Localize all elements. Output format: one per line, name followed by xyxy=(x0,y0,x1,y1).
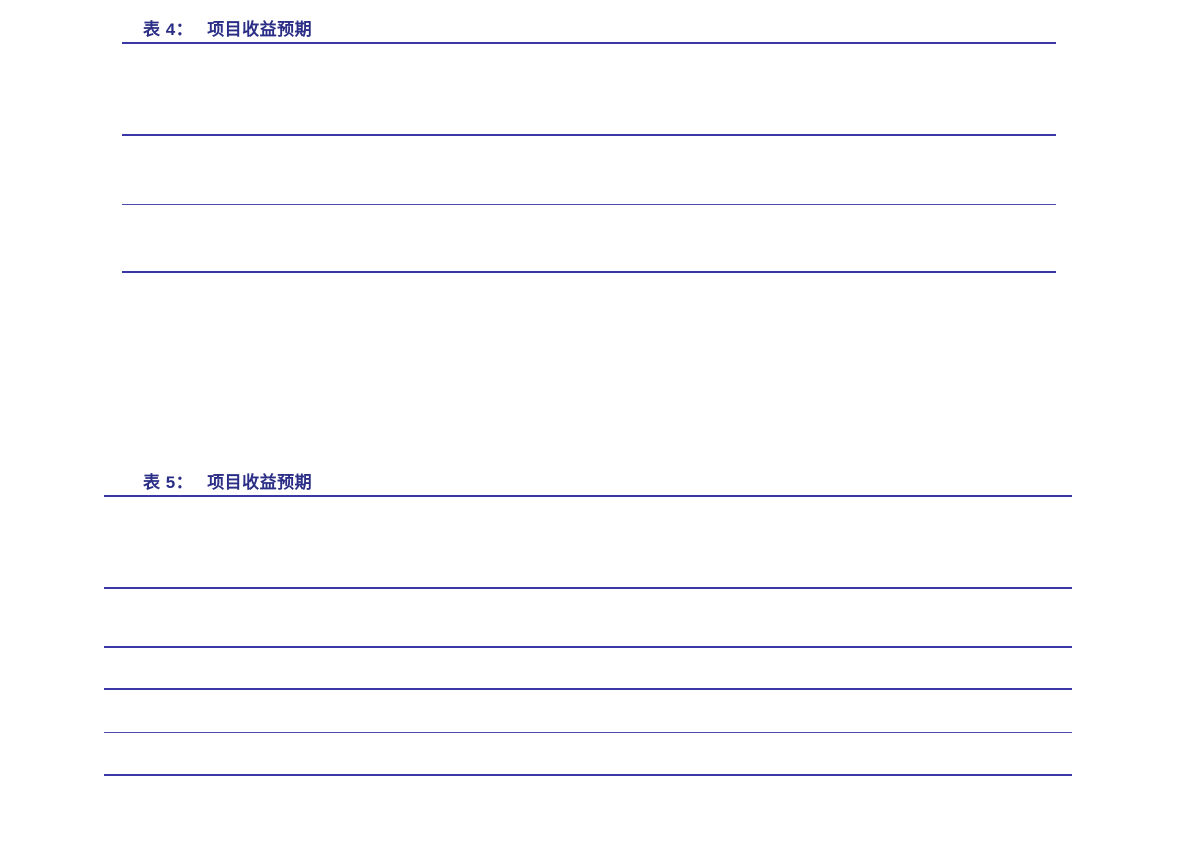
table-4-figure: 表 4： 项目收益预期 xyxy=(122,20,1056,276)
table-5-caption-title: 项目收益预期 xyxy=(207,473,313,492)
table-4-caption-label: 表 4： xyxy=(143,20,194,39)
table-4-caption-title: 项目收益预期 xyxy=(207,20,313,39)
table-4-row-divider xyxy=(122,204,1056,205)
table-5-row-divider-2 xyxy=(104,688,1072,690)
table-5-row-divider-1 xyxy=(104,646,1072,648)
table-5-row-divider-3 xyxy=(104,732,1072,733)
table-5-caption-underline xyxy=(104,495,1072,497)
table-5-caption-label: 表 5： xyxy=(143,473,194,492)
table-4-caption-underline xyxy=(122,42,1056,44)
table-5-header-divider xyxy=(104,587,1072,589)
table-4-header-divider xyxy=(122,134,1056,136)
table-4-bottom-border xyxy=(122,271,1056,273)
table-5-figure: 表 5： 项目收益预期 xyxy=(104,473,1072,779)
table-5-bottom-border xyxy=(104,774,1072,776)
table-4-caption: 表 4： 项目收益预期 xyxy=(143,20,312,40)
table-5-caption: 表 5： 项目收益预期 xyxy=(143,473,312,493)
